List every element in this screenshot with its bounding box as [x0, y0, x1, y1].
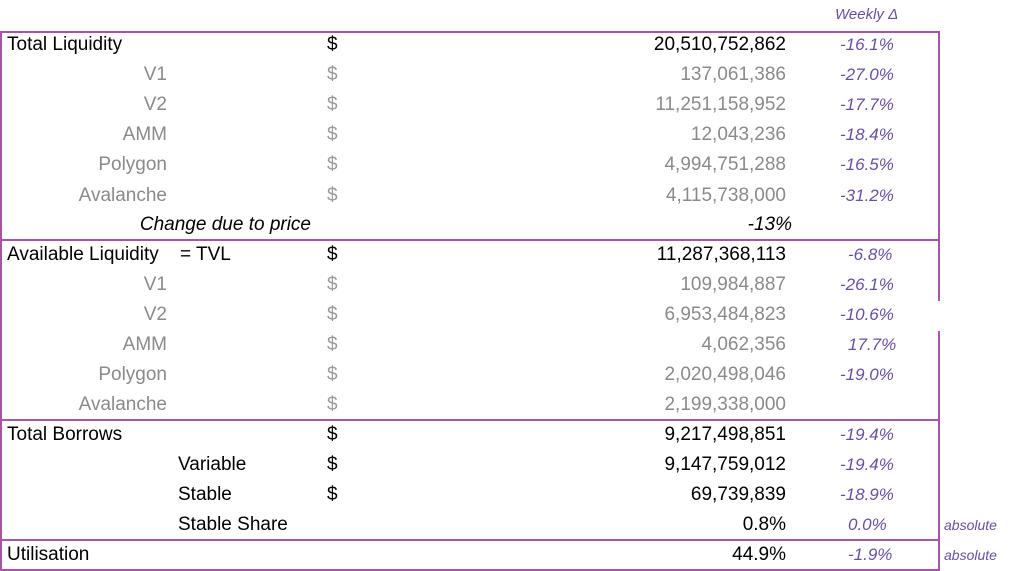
table-row-total-liquidity: Total Liquidity $ 20,510,752,862 -16.1%: [0, 30, 1018, 60]
currency-symbol: $: [327, 94, 338, 115]
table-row-available-liquidity: Available Liquidity = TVL $ 11,287,368,1…: [0, 240, 1018, 270]
weekly-change: -31.2%: [840, 186, 894, 205]
weekly-change: 0.0%: [848, 515, 887, 534]
row-label: AMM: [122, 334, 167, 355]
row-value: 20,510,752,862: [653, 34, 786, 55]
row-value: 4,994,751,288: [664, 154, 786, 175]
row-value: 0.8%: [742, 514, 786, 535]
table-row-v2: V2 $ 11,251,158,952 -17.7%: [0, 90, 1018, 120]
table-row-polygon: Polygon $ 2,020,498,046 -19.0%: [0, 360, 1018, 390]
row-value: 44.9%: [732, 544, 786, 565]
weekly-change: -6.8%: [848, 245, 893, 264]
row-label: Change due to price: [139, 214, 311, 235]
table-row-v2: V2 $ 6,953,484,823 -10.6%: [0, 300, 1018, 330]
weekly-change: -1.9%: [848, 545, 893, 564]
row-value: 11,287,368,113: [656, 244, 786, 265]
table-row-polygon: Polygon $ 4,994,751,288 -16.5%: [0, 150, 1018, 180]
right-border-tick: [938, 361, 940, 391]
weekly-change: -26.1%: [840, 275, 894, 294]
weekly-change: -27.0%: [840, 65, 894, 84]
row-label: Available Liquidity: [7, 244, 159, 265]
currency-symbol: $: [327, 154, 338, 175]
currency-symbol: $: [327, 34, 338, 55]
table-row-v1: V1 $ 109,984,887 -26.1%: [0, 270, 1018, 300]
currency-symbol: $: [327, 424, 338, 445]
weekly-change: -10.6%: [840, 305, 894, 324]
weekly-change: 17.7%: [848, 335, 897, 354]
currency-symbol: $: [327, 124, 338, 145]
tvl-label: = TVL: [180, 244, 231, 265]
right-border-tick: [938, 241, 940, 273]
weekly-change-header: Weekly Δ: [835, 6, 899, 23]
row-value: 9,147,759,012: [664, 454, 786, 475]
row-label: Stable Share: [178, 514, 288, 535]
row-value: 137,061,386: [680, 64, 786, 85]
table-row-utilisation: Utilisation 44.9% -1.9% absolute: [0, 540, 1018, 570]
row-value: 9,217,498,851: [664, 424, 786, 445]
row-value: 109,984,887: [680, 274, 786, 295]
row-label: Polygon: [98, 154, 167, 175]
absolute-note: absolute: [944, 517, 997, 533]
row-value: 2,020,498,046: [664, 364, 786, 385]
table-row-avalanche: Avalanche $ 2,199,338,000: [0, 390, 1018, 420]
currency-symbol: $: [327, 304, 338, 325]
weekly-change: -16.5%: [840, 155, 894, 174]
row-value: 11,251,158,952: [655, 94, 786, 115]
row-label: V1: [143, 64, 167, 85]
row-label: V2: [143, 94, 167, 115]
row-label: Polygon: [98, 364, 167, 385]
table-row-stable: Stable $ 69,739,839 -18.9%: [0, 480, 1018, 510]
table-row-total-borrows: Total Borrows $ 9,217,498,851 -19.4%: [0, 420, 1018, 450]
currency-symbol: $: [327, 274, 338, 295]
table-row-v1: V1 $ 137,061,386 -27.0%: [0, 60, 1018, 90]
row-label: V2: [143, 304, 167, 325]
row-value: 4,062,356: [701, 334, 786, 355]
currency-symbol: $: [327, 334, 338, 355]
weekly-change: -19.4%: [840, 455, 894, 474]
utilisation-box: [0, 539, 940, 571]
row-value: 6,953,484,823: [664, 304, 786, 325]
table-row-variable: Variable $ 9,147,759,012 -19.4%: [0, 450, 1018, 480]
currency-symbol: $: [327, 244, 338, 265]
right-border-tick: [938, 271, 940, 301]
right-border-tick: [938, 391, 940, 421]
row-label: Avalanche: [78, 394, 167, 415]
currency-symbol: $: [327, 484, 338, 505]
currency-symbol: $: [327, 364, 338, 385]
weekly-change: -19.0%: [840, 365, 894, 384]
weekly-change: -18.9%: [840, 485, 894, 504]
weekly-change: -16.1%: [840, 35, 894, 54]
weekly-change: -19.4%: [840, 425, 894, 444]
row-label: Total Liquidity: [7, 34, 123, 55]
weekly-change: -18.4%: [840, 125, 894, 144]
table-row-avalanche: Avalanche $ 4,115,738,000 -31.2%: [0, 181, 1018, 211]
table-row-amm: AMM $ 12,043,236 -18.4%: [0, 120, 1018, 150]
weekly-change: -17.7%: [840, 95, 894, 114]
total-liquidity-box: [0, 31, 940, 241]
row-label: Avalanche: [78, 185, 167, 206]
table-row-amm: AMM $ 4,062,356 17.7%: [0, 330, 1018, 360]
row-value: 4,115,738,000: [665, 185, 786, 206]
row-value: 12,043,236: [690, 124, 786, 145]
row-label: AMM: [122, 124, 167, 145]
row-value: -13%: [747, 214, 792, 235]
row-label: V1: [143, 274, 167, 295]
currency-symbol: $: [327, 454, 338, 475]
row-label: Stable: [178, 484, 232, 505]
currency-symbol: $: [327, 185, 338, 206]
available-liquidity-separator: [0, 239, 940, 421]
row-label: Utilisation: [7, 544, 90, 565]
row-value: 2,199,338,000: [664, 394, 786, 415]
right-border-tick: [938, 331, 940, 361]
row-label: Total Borrows: [7, 424, 123, 445]
table-row-change-due-to-price: Change due to price -13%: [0, 210, 1018, 240]
currency-symbol: $: [327, 64, 338, 85]
table-row-stable-share: Stable Share 0.8% 0.0% absolute: [0, 510, 1018, 540]
row-label: Variable: [178, 454, 247, 475]
currency-symbol: $: [327, 394, 338, 415]
absolute-note: absolute: [944, 547, 997, 563]
row-value: 69,739,839: [690, 484, 786, 505]
